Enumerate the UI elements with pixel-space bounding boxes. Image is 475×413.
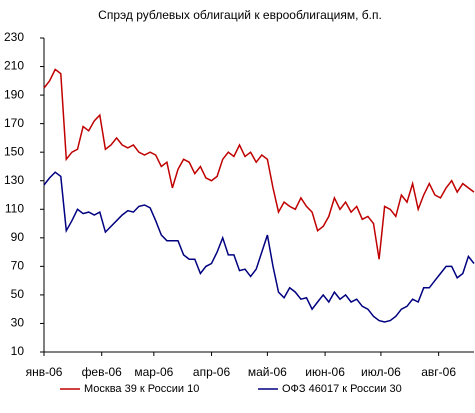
x-tick-label: июн-06: [305, 365, 345, 379]
y-tick-label: 90: [11, 230, 25, 244]
legend-label: Москва 39 к России 10: [84, 383, 199, 395]
y-tick-label: 50: [11, 287, 25, 301]
x-tick-label: янв-06: [26, 365, 63, 379]
x-tick-label: апр-06: [193, 365, 231, 379]
x-tick-label: мар-06: [134, 365, 173, 379]
y-tick-label: 130: [4, 173, 24, 187]
chart-title: Спрэд рублевых облигаций к еврооблигация…: [98, 8, 382, 22]
x-tick-label: май-06: [248, 365, 287, 379]
y-tick-label: 150: [4, 144, 24, 158]
y-tick-label: 30: [11, 316, 25, 330]
y-tick-label: 210: [4, 59, 24, 73]
y-tick-label: 70: [11, 259, 25, 273]
line-series: [43, 68, 475, 260]
y-tick-label: 230: [4, 30, 24, 44]
y-tick-label: 110: [5, 201, 24, 215]
line-series: [43, 171, 475, 323]
x-tick-label: июл-06: [361, 365, 401, 379]
y-tick-label: 190: [4, 87, 24, 101]
y-tick-label: 10: [11, 344, 25, 358]
y-tick-label: 170: [4, 116, 24, 130]
legend-label: ОФЗ 46017 к России 30: [282, 383, 402, 395]
x-tick-label: фев-06: [82, 365, 123, 379]
x-tick-label: авг-06: [421, 365, 456, 379]
